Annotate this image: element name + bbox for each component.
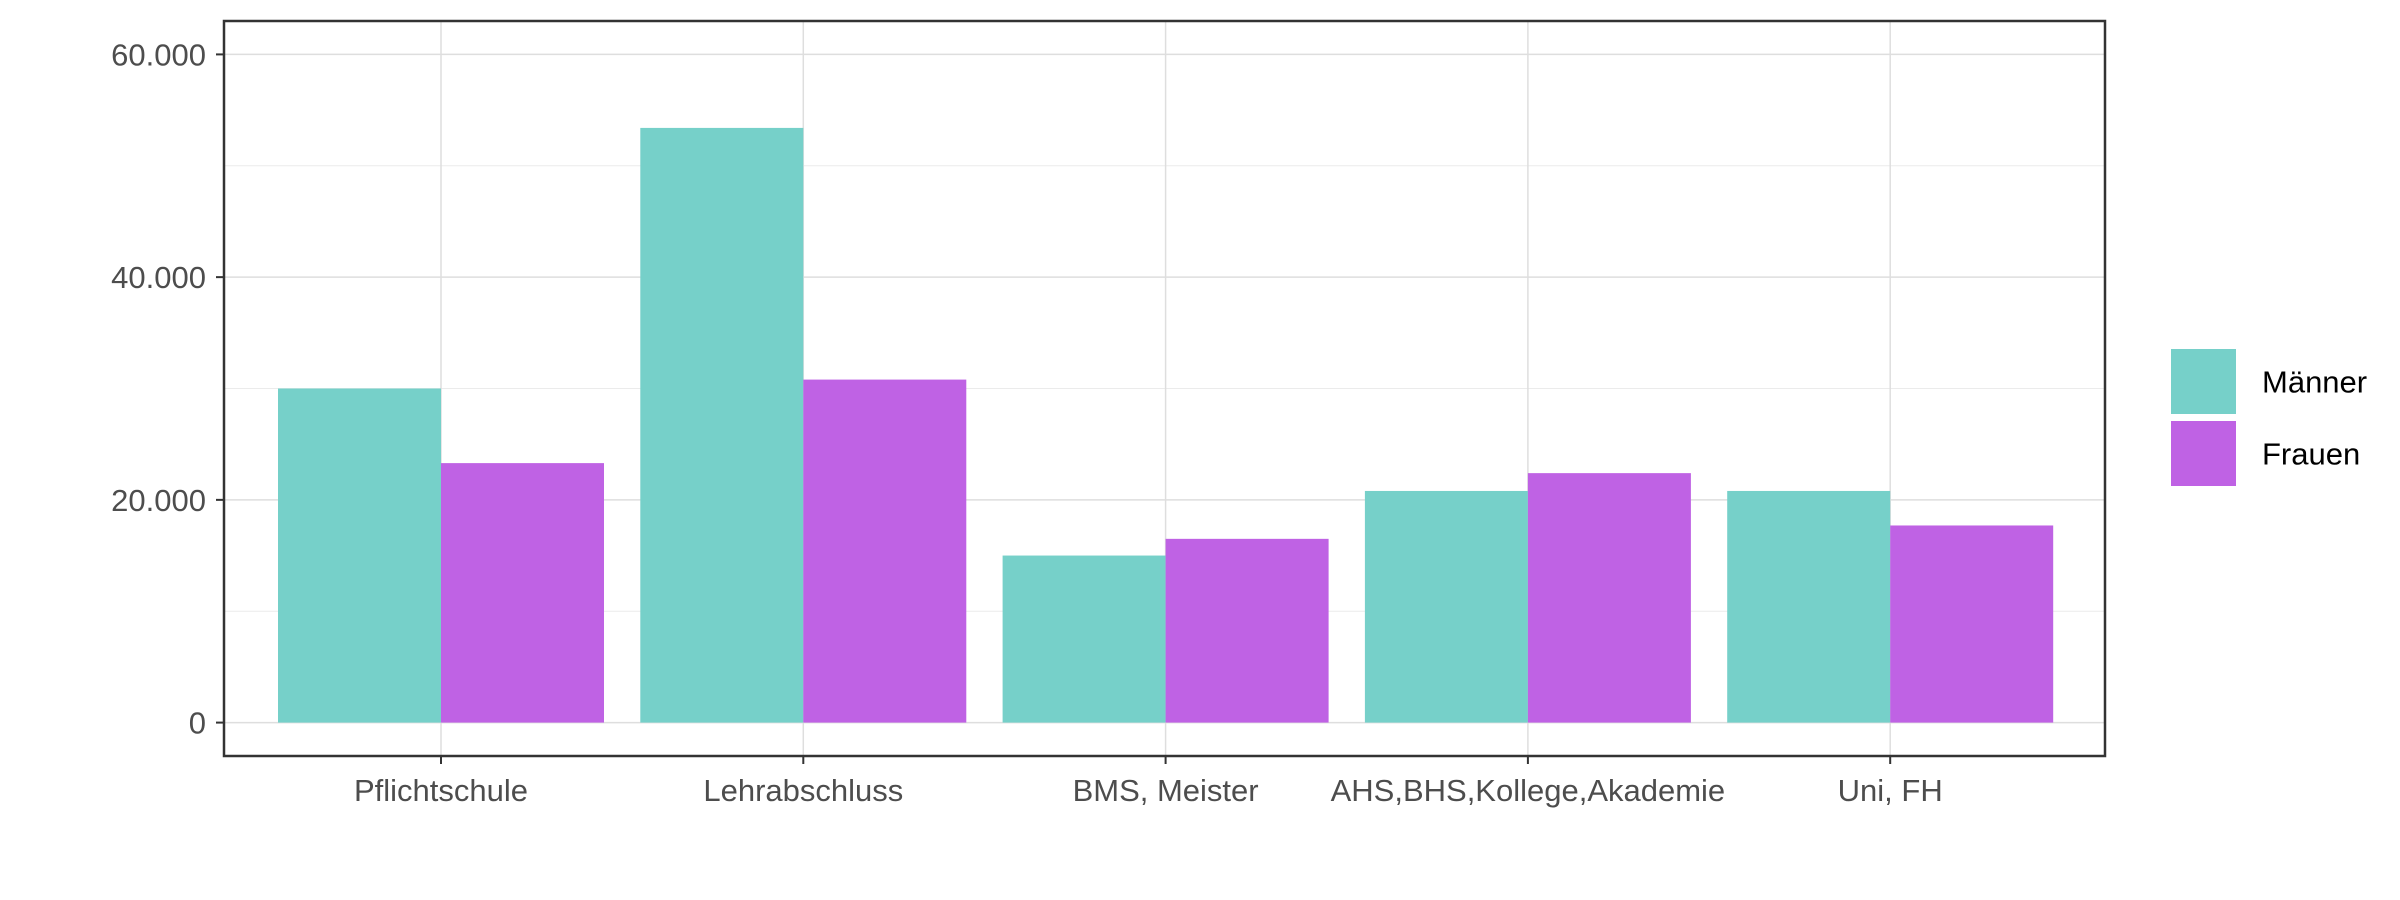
bar-maenner (1727, 490, 1891, 723)
bar-frauen (1527, 473, 1691, 723)
axes: 0 20.000 40.000 60.000 Pflichtschule Lehrabsc… (111, 37, 1943, 808)
legend-key-frauen (2171, 421, 2236, 486)
y-tick-label: 20.000 (111, 483, 206, 518)
bar-frauen (1890, 525, 2054, 723)
x-tick-label: Lehrabschluss (703, 773, 903, 808)
bar-maenner (1364, 490, 1528, 723)
bars (278, 127, 2054, 723)
x-tick-label: Uni, FH (1838, 773, 1943, 808)
bar-frauen (803, 379, 967, 723)
legend-key-maenner (2171, 349, 2236, 414)
bar-frauen (441, 463, 604, 723)
legend-label: Männer (2262, 365, 2367, 400)
plot-border (222, 19, 2107, 758)
x-tick-label: BMS, Meister (1073, 773, 1259, 808)
y-tick-label: 0 (189, 706, 206, 741)
legend-label: Frauen (2262, 437, 2360, 472)
y-tick-label: 40.000 (111, 260, 206, 295)
y-tick-label: 60.000 (111, 37, 206, 72)
x-tick-label: Pflichtschule (354, 773, 528, 808)
bar-maenner (640, 127, 804, 723)
x-tick-label: AHS,BHS,Kollege,Akademie (1331, 773, 1726, 808)
bar-maenner (278, 388, 441, 723)
bar-frauen (1165, 538, 1329, 723)
legend: Männer Frauen (2171, 349, 2367, 486)
bar-maenner (1002, 555, 1166, 723)
